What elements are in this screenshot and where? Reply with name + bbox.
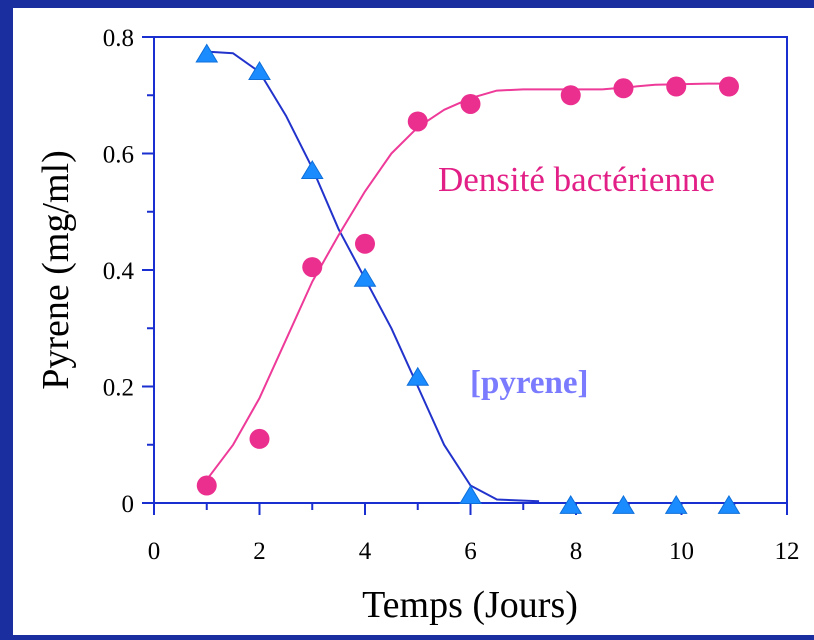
pyrene-point: [406, 366, 430, 386]
bacterial-density-point: [613, 78, 634, 99]
x-axis-label: Temps (Jours): [362, 584, 578, 626]
pyrene-point: [248, 60, 271, 80]
annotation-bacterial-density: Densité bactérienne: [438, 160, 715, 199]
pyrene-point: [353, 267, 377, 287]
x-tick-label: 6: [464, 538, 477, 565]
pyrene-point: [717, 494, 741, 514]
pyrene-point: [612, 494, 635, 514]
bacterial-density-point: [249, 428, 270, 449]
y-tick-label: 0.2: [103, 375, 134, 402]
annotation-pyrene: [pyrene]: [470, 365, 589, 401]
bacterial-density-point: [355, 233, 375, 254]
x-tick-label: 12: [775, 538, 800, 565]
bacterial-density-point: [718, 76, 739, 97]
pyrene-point: [664, 494, 688, 514]
y-tick-label: 0.4: [103, 258, 135, 285]
bacterial-density-point: [560, 85, 581, 106]
bacterial-density-point: [302, 257, 323, 278]
pyrene-point: [459, 485, 482, 505]
x-tick-label: 2: [253, 538, 266, 565]
y-tick-label: 0.6: [103, 142, 134, 169]
data-markers: [195, 43, 741, 514]
bacterial-density-point: [460, 93, 481, 114]
pyrene-point: [559, 494, 583, 514]
x-tick-label: 8: [570, 538, 583, 565]
y-tick-label: 0: [122, 491, 135, 518]
bacterial-density-point: [666, 76, 687, 97]
y-axis-label: Pyrene (mg/ml): [35, 150, 77, 390]
bacterial-density-fit-curve: [206, 82, 735, 481]
x-tick-label: 4: [359, 538, 372, 565]
y-tick-label: 0.8: [103, 25, 134, 52]
x-tick-label: 10: [669, 538, 694, 565]
pyrene-point: [300, 160, 324, 179]
bacterial-density-point: [407, 111, 428, 132]
pyrene-point: [195, 43, 219, 63]
axis-tick-labels: 0 2 4 6 8 10 12 0 0.2 0.4 0.6 0.8: [103, 25, 800, 565]
bacterial-density-point: [196, 475, 217, 496]
x-tick-label: 0: [148, 538, 161, 565]
